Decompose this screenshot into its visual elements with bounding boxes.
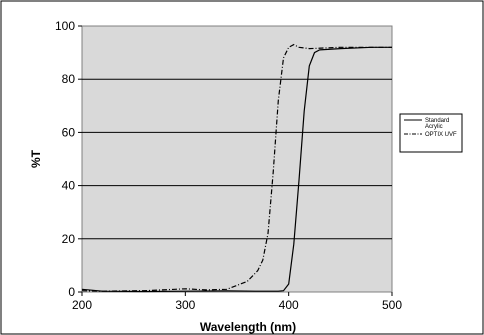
y-tick-label: 100 — [55, 19, 75, 33]
y-tick-label: 0 — [68, 285, 75, 299]
plot-area — [81, 25, 393, 293]
grid-lines — [82, 78, 392, 240]
x-axis-title: Wavelength (nm) — [200, 320, 296, 334]
x-axis-ticks: 200 300 400 500 — [72, 292, 402, 312]
y-tick-label: 60 — [62, 125, 76, 139]
series-layer — [81, 43, 392, 293]
x-tick-label: 500 — [382, 298, 402, 312]
y-tick-label: 80 — [62, 72, 76, 86]
y-tick-label: 20 — [62, 232, 76, 246]
legend-label: OPTIX UVF — [425, 132, 457, 138]
y-tick-label: 40 — [62, 179, 76, 193]
x-tick-label: 300 — [175, 298, 195, 312]
x-tick-label: 200 — [72, 298, 92, 312]
y-axis-title: %T — [29, 149, 43, 168]
legend-label: Acrylic — [425, 124, 443, 130]
y-axis-ticks: 0 20 40 60 80 100 — [55, 19, 82, 299]
legend-label: Standard — [425, 118, 449, 124]
x-tick-label: 400 — [279, 298, 299, 312]
series-line-1 — [81, 46, 392, 293]
series-line-2 — [81, 43, 392, 292]
